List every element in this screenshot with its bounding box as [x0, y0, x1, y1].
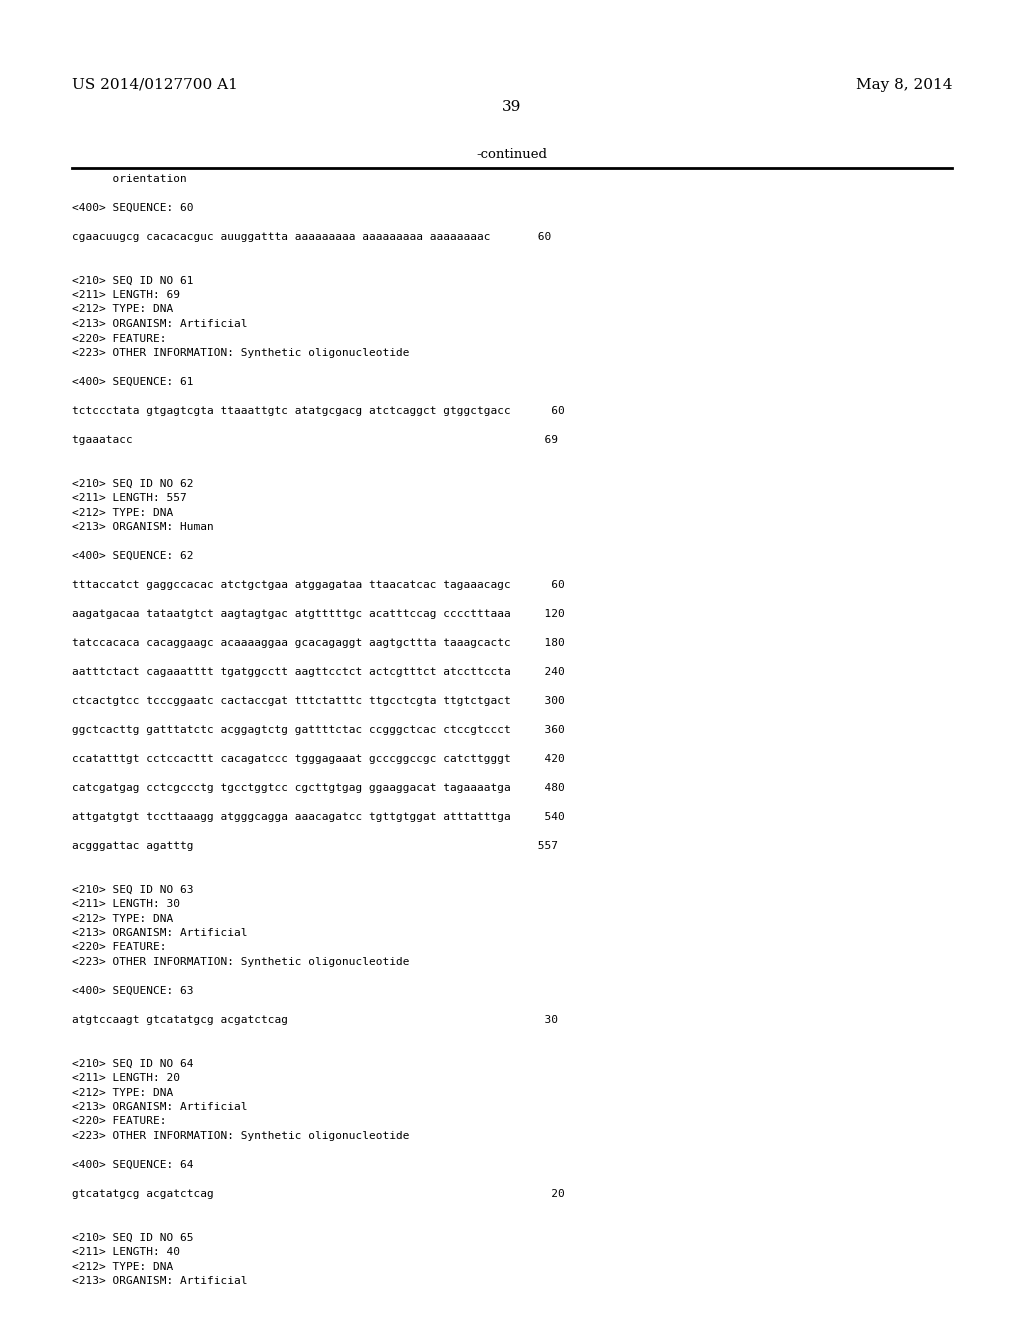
Text: orientation: orientation	[72, 174, 186, 183]
Text: ggctcacttg gatttatctc acggagtctg gattttctac ccgggctcac ctccgtccct     360: ggctcacttg gatttatctc acggagtctg gattttc…	[72, 725, 565, 735]
Text: <211> LENGTH: 20: <211> LENGTH: 20	[72, 1073, 180, 1082]
Text: <210> SEQ ID NO 64: <210> SEQ ID NO 64	[72, 1059, 194, 1068]
Text: <220> FEATURE:: <220> FEATURE:	[72, 1117, 167, 1126]
Text: <400> SEQUENCE: 62: <400> SEQUENCE: 62	[72, 550, 194, 561]
Text: <220> FEATURE:: <220> FEATURE:	[72, 942, 167, 953]
Text: aagatgacaa tataatgtct aagtagtgac atgtttttgc acatttccag cccctttaaa     120: aagatgacaa tataatgtct aagtagtgac atgtttt…	[72, 609, 565, 619]
Text: tctccctata gtgagtcgta ttaaattgtc atatgcgacg atctcaggct gtggctgacc      60: tctccctata gtgagtcgta ttaaattgtc atatgcg…	[72, 407, 565, 416]
Text: atgtccaagt gtcatatgcg acgatctcag                                      30: atgtccaagt gtcatatgcg acgatctcag 30	[72, 1015, 558, 1026]
Text: <400> SEQUENCE: 60: <400> SEQUENCE: 60	[72, 203, 194, 213]
Text: <220> FEATURE:: <220> FEATURE:	[72, 334, 167, 343]
Text: <211> LENGTH: 40: <211> LENGTH: 40	[72, 1247, 180, 1257]
Text: <223> OTHER INFORMATION: Synthetic oligonucleotide: <223> OTHER INFORMATION: Synthetic oligo…	[72, 957, 410, 968]
Text: <223> OTHER INFORMATION: Synthetic oligonucleotide: <223> OTHER INFORMATION: Synthetic oligo…	[72, 1131, 410, 1140]
Text: <213> ORGANISM: Artificial: <213> ORGANISM: Artificial	[72, 928, 248, 939]
Text: <400> SEQUENCE: 64: <400> SEQUENCE: 64	[72, 1160, 194, 1170]
Text: attgatgtgt tccttaaagg atgggcagga aaacagatcc tgttgtggat atttatttga     540: attgatgtgt tccttaaagg atgggcagga aaacaga…	[72, 812, 565, 822]
Text: <213> ORGANISM: Artificial: <213> ORGANISM: Artificial	[72, 319, 248, 329]
Text: 39: 39	[503, 100, 521, 114]
Text: <213> ORGANISM: Artificial: <213> ORGANISM: Artificial	[72, 1276, 248, 1286]
Text: <212> TYPE: DNA: <212> TYPE: DNA	[72, 913, 173, 924]
Text: <400> SEQUENCE: 63: <400> SEQUENCE: 63	[72, 986, 194, 997]
Text: tatccacaca cacaggaagc acaaaaggaa gcacagaggt aagtgcttta taaagcactc     180: tatccacaca cacaggaagc acaaaaggaa gcacaga…	[72, 638, 565, 648]
Text: <210> SEQ ID NO 63: <210> SEQ ID NO 63	[72, 884, 194, 895]
Text: <211> LENGTH: 30: <211> LENGTH: 30	[72, 899, 180, 909]
Text: <212> TYPE: DNA: <212> TYPE: DNA	[72, 1262, 173, 1271]
Text: cgaacuugcg cacacacguc auuggattta aaaaaaaaa aaaaaaaaa aaaaaaaac       60: cgaacuugcg cacacacguc auuggattta aaaaaaa…	[72, 232, 551, 242]
Text: aatttctact cagaaatttt tgatggcctt aagttcctct actcgtttct atccttccta     240: aatttctact cagaaatttt tgatggcctt aagttcc…	[72, 667, 565, 677]
Text: <211> LENGTH: 69: <211> LENGTH: 69	[72, 290, 180, 300]
Text: <213> ORGANISM: Artificial: <213> ORGANISM: Artificial	[72, 1102, 248, 1111]
Text: tgaaatacc                                                             69: tgaaatacc 69	[72, 436, 558, 445]
Text: <223> OTHER INFORMATION: Synthetic oligonucleotide: <223> OTHER INFORMATION: Synthetic oligo…	[72, 348, 410, 358]
Text: gtcatatgcg acgatctcag                                                  20: gtcatatgcg acgatctcag 20	[72, 1189, 565, 1199]
Text: catcgatgag cctcgccctg tgcctggtcc cgcttgtgag ggaaggacat tagaaaatga     480: catcgatgag cctcgccctg tgcctggtcc cgcttgt…	[72, 783, 565, 793]
Text: -continued: -continued	[476, 148, 548, 161]
Text: ccatatttgt cctccacttt cacagatccc tgggagaaat gcccggccgc catcttgggt     420: ccatatttgt cctccacttt cacagatccc tgggaga…	[72, 754, 565, 764]
Text: tttaccatct gaggccacac atctgctgaa atggagataa ttaacatcac tagaaacagc      60: tttaccatct gaggccacac atctgctgaa atggaga…	[72, 579, 565, 590]
Text: <213> ORGANISM: Human: <213> ORGANISM: Human	[72, 521, 214, 532]
Text: <210> SEQ ID NO 61: <210> SEQ ID NO 61	[72, 276, 194, 285]
Text: <210> SEQ ID NO 62: <210> SEQ ID NO 62	[72, 479, 194, 488]
Text: <211> LENGTH: 557: <211> LENGTH: 557	[72, 492, 186, 503]
Text: US 2014/0127700 A1: US 2014/0127700 A1	[72, 78, 238, 92]
Text: <400> SEQUENCE: 61: <400> SEQUENCE: 61	[72, 378, 194, 387]
Text: acgggattac agatttg                                                   557: acgggattac agatttg 557	[72, 841, 558, 851]
Text: May 8, 2014: May 8, 2014	[855, 78, 952, 92]
Text: <210> SEQ ID NO 65: <210> SEQ ID NO 65	[72, 1233, 194, 1242]
Text: <212> TYPE: DNA: <212> TYPE: DNA	[72, 305, 173, 314]
Text: <212> TYPE: DNA: <212> TYPE: DNA	[72, 1088, 173, 1097]
Text: ctcactgtcc tcccggaatc cactaccgat tttctatttc ttgcctcgta ttgtctgact     300: ctcactgtcc tcccggaatc cactaccgat tttctat…	[72, 696, 565, 706]
Text: <212> TYPE: DNA: <212> TYPE: DNA	[72, 507, 173, 517]
